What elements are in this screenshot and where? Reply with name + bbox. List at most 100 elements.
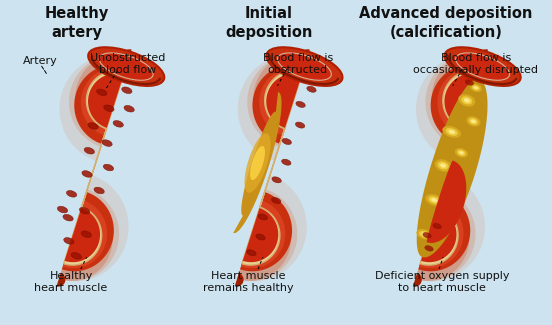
Ellipse shape [472,85,480,91]
Ellipse shape [470,84,482,92]
Ellipse shape [428,196,440,204]
Ellipse shape [267,47,342,86]
Ellipse shape [464,98,470,103]
Ellipse shape [452,186,457,190]
Text: Healthy
artery: Healthy artery [45,6,109,40]
Polygon shape [415,55,486,281]
Ellipse shape [434,159,452,172]
Polygon shape [415,55,486,281]
Ellipse shape [461,96,473,105]
Text: Deficient oxygen supply
to heart muscle: Deficient oxygen supply to heart muscle [375,271,509,293]
Ellipse shape [94,187,104,194]
Ellipse shape [79,207,90,214]
Ellipse shape [84,148,94,154]
Ellipse shape [66,190,77,197]
Ellipse shape [474,86,478,89]
Ellipse shape [296,101,305,107]
Polygon shape [419,68,482,268]
Polygon shape [250,146,265,180]
Ellipse shape [438,162,449,170]
Polygon shape [426,49,488,245]
Ellipse shape [466,116,480,127]
Polygon shape [241,68,304,268]
Ellipse shape [440,163,446,168]
Polygon shape [421,74,480,262]
Ellipse shape [272,198,281,203]
Ellipse shape [307,86,316,92]
Text: Blood flow is
obstructed: Blood flow is obstructed [263,53,333,75]
Text: Artery: Artery [23,56,57,66]
Ellipse shape [423,232,431,238]
Ellipse shape [422,232,427,236]
Text: Unobstructed
blood flow: Unobstructed blood flow [89,53,165,75]
Ellipse shape [471,120,476,123]
Polygon shape [56,91,119,287]
Ellipse shape [295,122,305,128]
Ellipse shape [71,253,82,259]
Polygon shape [237,55,307,281]
Ellipse shape [419,231,429,238]
Polygon shape [248,49,310,245]
Polygon shape [59,55,129,281]
Ellipse shape [81,231,92,238]
Ellipse shape [102,140,112,146]
Ellipse shape [455,148,468,158]
Polygon shape [237,55,307,281]
Polygon shape [427,161,466,243]
Polygon shape [420,71,481,265]
Ellipse shape [258,214,268,220]
Polygon shape [233,92,282,233]
Ellipse shape [97,89,107,96]
Ellipse shape [442,126,461,138]
Polygon shape [59,55,129,281]
Ellipse shape [57,206,68,213]
Ellipse shape [247,250,256,256]
Ellipse shape [457,150,466,156]
Polygon shape [65,74,124,262]
Polygon shape [415,55,486,281]
Ellipse shape [459,151,464,154]
Ellipse shape [282,159,291,165]
Ellipse shape [447,183,462,193]
Ellipse shape [416,229,432,240]
Ellipse shape [278,53,331,80]
Ellipse shape [434,216,449,226]
Ellipse shape [448,130,455,134]
Ellipse shape [88,47,164,86]
Polygon shape [245,133,270,193]
Ellipse shape [433,223,441,229]
Text: Initial
deposition: Initial deposition [225,6,312,40]
Polygon shape [63,71,124,265]
Ellipse shape [82,171,92,177]
Ellipse shape [99,53,153,80]
Ellipse shape [431,198,437,202]
Polygon shape [417,79,487,257]
Polygon shape [235,91,296,287]
Ellipse shape [103,164,114,171]
Text: Heart muscle
remains healthy: Heart muscle remains healthy [203,271,294,293]
Polygon shape [237,55,307,281]
Ellipse shape [425,194,443,206]
Polygon shape [70,49,131,245]
Polygon shape [240,65,305,271]
Polygon shape [418,65,482,271]
Polygon shape [242,71,302,265]
Ellipse shape [113,121,124,127]
Ellipse shape [63,238,74,244]
Ellipse shape [256,234,265,240]
Ellipse shape [437,218,446,225]
Polygon shape [243,74,302,262]
Ellipse shape [444,47,521,86]
Ellipse shape [122,87,132,94]
Polygon shape [62,65,126,271]
Ellipse shape [272,177,282,183]
Ellipse shape [439,220,444,223]
Ellipse shape [425,246,433,251]
Ellipse shape [456,53,509,80]
Ellipse shape [445,128,458,136]
Polygon shape [63,68,125,268]
Ellipse shape [469,118,478,125]
Ellipse shape [458,94,475,107]
Ellipse shape [88,123,98,129]
Polygon shape [413,91,475,287]
